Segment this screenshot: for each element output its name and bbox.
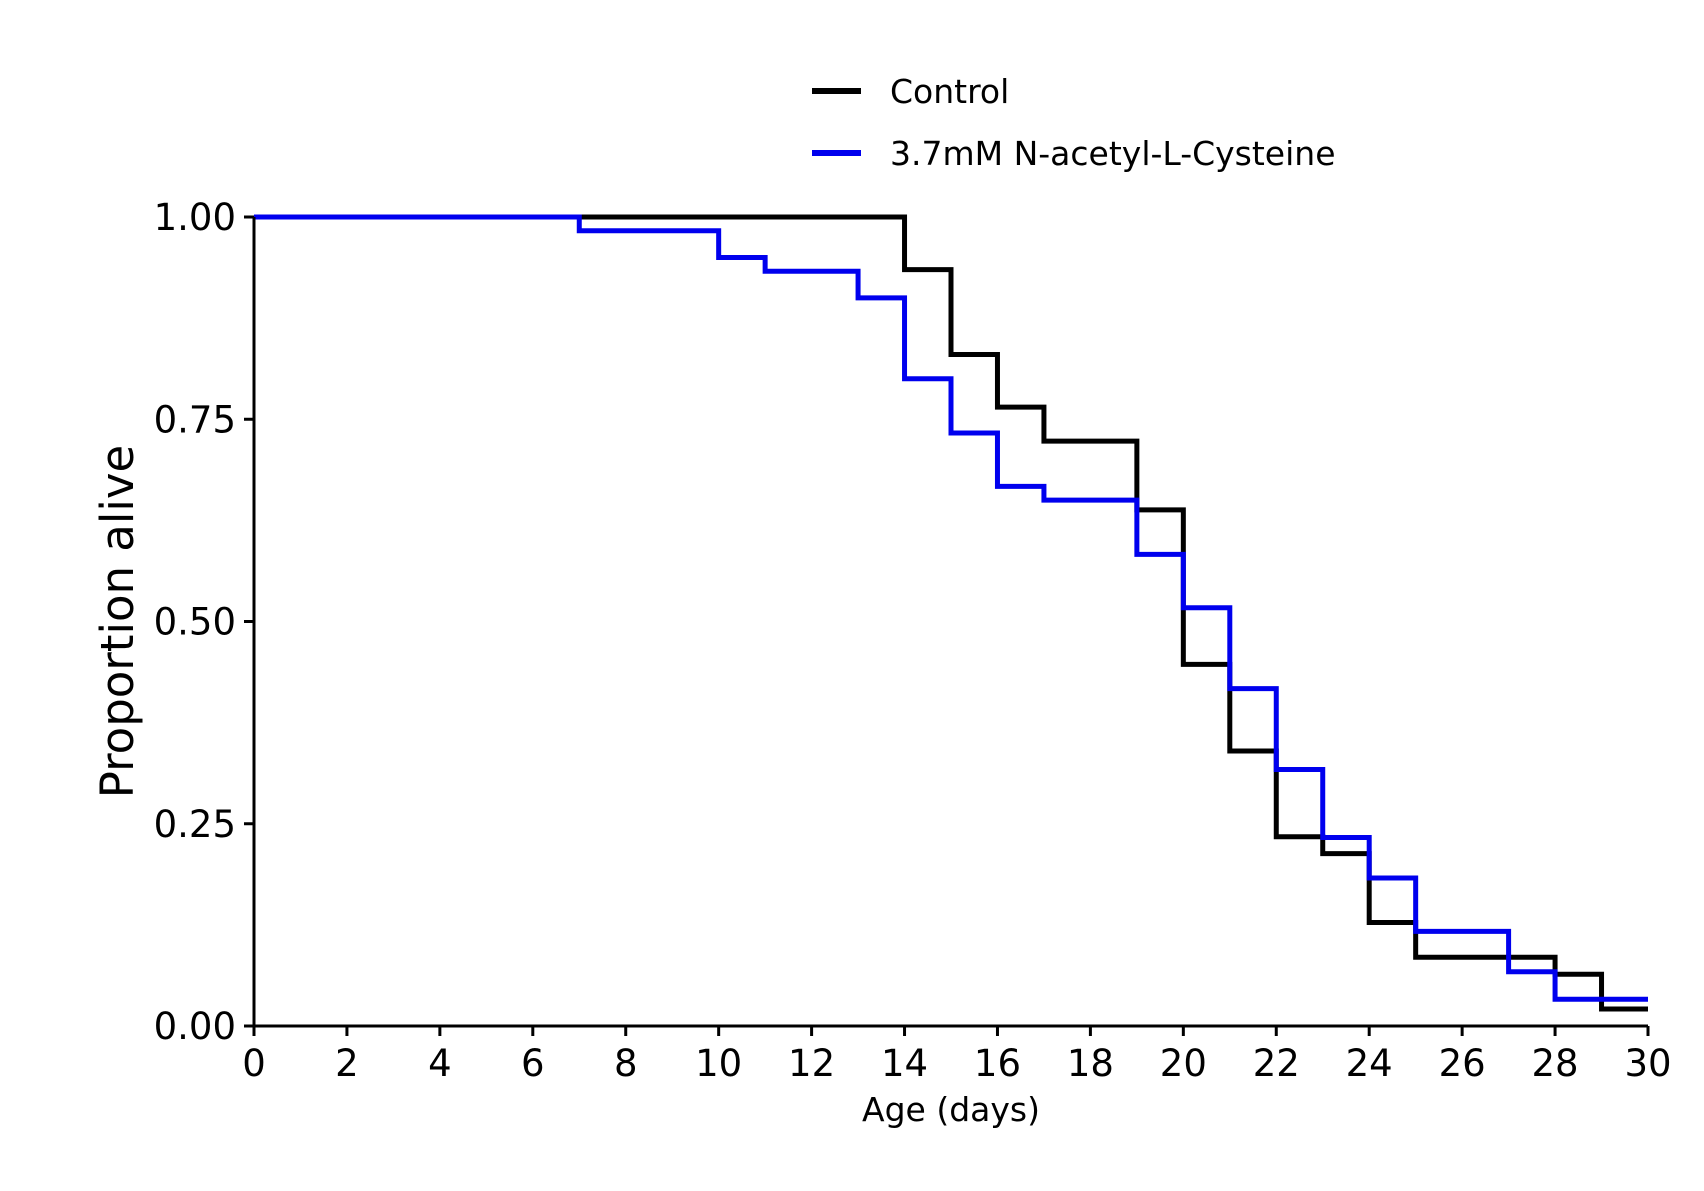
x-tick-label: 28 <box>1532 1042 1579 1085</box>
x-tick-label: 0 <box>242 1042 266 1085</box>
legend: Control 3.7mM N-acetyl-L-Cysteine <box>812 72 1336 173</box>
x-ticks: 0 2 4 6 8 10 12 14 16 18 20 22 24 26 28 30 <box>242 1026 1672 1085</box>
x-tick-label: 14 <box>881 1042 928 1085</box>
x-tick-label: 8 <box>614 1042 638 1085</box>
x-tick-label: 2 <box>335 1042 359 1085</box>
x-tick-label: 18 <box>1067 1042 1114 1085</box>
y-ticks: 0.00 0.25 0.50 0.75 1.00 <box>154 196 254 1048</box>
x-tick-label: 12 <box>788 1042 835 1085</box>
y-tick-label: 0.00 <box>154 1005 236 1048</box>
x-tick-label: 22 <box>1253 1042 1300 1085</box>
x-tick-label: 16 <box>974 1042 1021 1085</box>
x-tick-label: 10 <box>695 1042 742 1085</box>
y-tick-label: 1.00 <box>154 196 236 239</box>
x-tick-label: 6 <box>521 1042 545 1085</box>
x-tick-label: 24 <box>1346 1042 1393 1085</box>
legend-label: Control <box>890 72 1009 111</box>
y-tick-label: 0.75 <box>154 398 236 441</box>
y-axis-title: Proportion alive <box>91 445 144 798</box>
x-tick-label: 30 <box>1624 1042 1671 1085</box>
series-line-nac <box>254 214 1648 1002</box>
legend-label: 3.7mM N-acetyl-L-Cysteine <box>890 134 1336 173</box>
y-tick-label: 0.50 <box>154 601 236 644</box>
x-tick-label: 26 <box>1439 1042 1486 1085</box>
series-layer <box>254 214 1648 1012</box>
x-axis-title: Age (days) <box>862 1090 1040 1129</box>
series-line-control <box>254 214 1648 1012</box>
y-tick-label: 0.25 <box>154 803 236 846</box>
x-tick-label: 4 <box>428 1042 452 1085</box>
x-tick-label: 20 <box>1160 1042 1207 1085</box>
axes-layer: 0 2 4 6 8 10 12 14 16 18 20 22 24 26 28 30 0.000.250.50… <box>91 196 1672 1129</box>
